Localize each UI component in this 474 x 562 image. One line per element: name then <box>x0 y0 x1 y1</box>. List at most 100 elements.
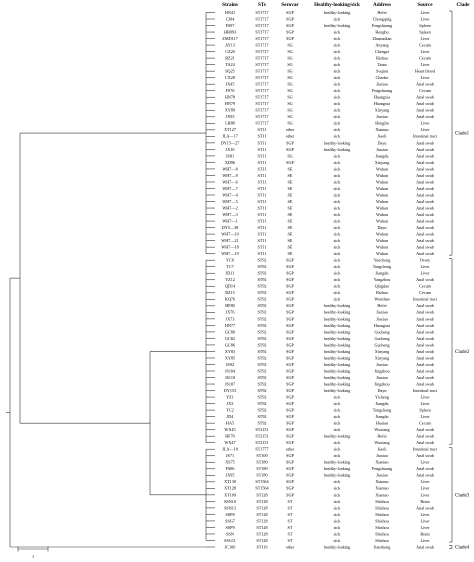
row-cell: ST92 <box>257 368 266 373</box>
row-cell: Liver <box>420 75 430 80</box>
table-row: WX45 ST2151 SGP sick Wuxiang Anal swab <box>224 427 433 432</box>
table-row: WH7—6 ST11 SE sick Wuhan Anal swab <box>222 179 434 184</box>
row-cell: ST92 <box>257 336 266 341</box>
row-cell: ST1564 <box>255 486 269 491</box>
row-cell: LB88 <box>225 121 235 126</box>
row-cell: SGP <box>286 388 294 393</box>
row-cell: ST92 <box>257 349 266 354</box>
row-cell: Anal swab <box>416 316 434 321</box>
row-cell: Xinyang <box>375 349 390 354</box>
table-row: XY83 ST92 SGP healthy-looking Xinyang Anal sw… <box>225 349 434 354</box>
row-cell: Anal swab <box>416 245 434 250</box>
row-cell: sick <box>334 492 342 497</box>
row-cell: Gucheng <box>374 329 390 334</box>
row-cell: Xinyang <box>375 108 390 113</box>
row-cell: healthy-looking <box>324 349 351 354</box>
row-cell: ST92 <box>257 342 266 347</box>
row-cell: sick <box>334 408 342 413</box>
row-cell: SE <box>288 166 293 171</box>
row-cell: Anal swab <box>416 303 434 308</box>
row-cell: Cecum <box>419 88 432 93</box>
row-cell: sick <box>334 499 342 504</box>
row-cell: WH7—18 <box>221 245 238 250</box>
row-cell: Anal swab <box>416 544 434 549</box>
row-cell: Anal swab <box>416 192 434 197</box>
row-cell: Qingdao <box>375 284 389 289</box>
row-cell: SGP <box>286 342 294 347</box>
row-cell: Wuhan <box>376 205 389 210</box>
row-cell: healthy-looking <box>324 434 351 439</box>
row-cell: Anal swab <box>416 381 434 386</box>
row-cell: Cecum <box>419 290 432 295</box>
row-cell: ST119 <box>256 544 267 549</box>
row-cell: sick <box>334 82 342 87</box>
row-cell: SE <box>288 218 293 223</box>
row-cell: ST1717 <box>255 75 268 80</box>
row-cell: SE <box>288 192 293 197</box>
row-cell: SGP <box>286 310 294 315</box>
row-cell: sick <box>334 42 342 47</box>
row-cell: sick <box>334 134 342 139</box>
row-cell: Jiaxiao <box>376 316 388 321</box>
row-cell: SGP <box>286 323 294 328</box>
row-cell: healthy-looking <box>324 362 351 367</box>
row-cell: ST92 <box>257 394 266 399</box>
row-cell: Anal swab <box>416 82 434 87</box>
row-cell: Anal swab <box>416 473 434 478</box>
row-cell: SG <box>287 62 292 67</box>
row-cell: sick <box>334 258 342 263</box>
row-cell: Liver <box>420 479 430 484</box>
row-cell: SSP9 <box>225 525 234 530</box>
row-cell: SE <box>288 199 293 204</box>
table-row: XS75 ST180 SGP healthy-looking Xiantao Liver <box>225 460 430 465</box>
row-cell: sick <box>334 179 342 184</box>
row-cell: ST92 <box>257 414 266 419</box>
row-cell: ST1777 <box>255 447 268 452</box>
table-row: TC7 ST92 SGP sick Tongcheng Liver <box>226 264 430 269</box>
row-cell: Jiaxiao <box>376 310 388 315</box>
row-cell: Cecum <box>419 284 432 289</box>
table-row: SSG7 ST128 ST sick Shishou Liver <box>225 518 430 523</box>
row-cell: Anal swab <box>416 101 434 106</box>
table-row: WH7—7 ST11 SE sick Wuhan Anal swab <box>222 186 434 191</box>
row-cell: WH7—5 <box>222 199 237 204</box>
row-cell: ST92 <box>257 284 266 289</box>
table-row: WH7—18 ST11 SE sick Wuhan Anal swab <box>221 245 434 250</box>
row-cell: ST11 <box>258 245 267 250</box>
row-cell: XT127 <box>224 127 236 132</box>
row-cell: other <box>286 134 295 139</box>
table-row: YZ12 ST92 SGP sick Yangzhou Anal swab <box>225 277 434 282</box>
row-cell: SG <box>287 49 292 54</box>
table-row: TC2 ST92 SGP sick Tongcheng Spleen <box>226 408 431 413</box>
row-cell: Spleen <box>419 29 431 34</box>
row-cell: WH7—9 <box>222 173 237 178</box>
table-row: XT130 ST1564 SGP sick Xiantao Liver <box>224 479 430 484</box>
row-cell: Anal swab <box>416 349 434 354</box>
row-cell: ST1717 <box>255 82 268 87</box>
table-row: RZ15 ST92 SGP sick Rizhao Cecum <box>225 290 431 295</box>
row-cell: SGP <box>286 440 294 445</box>
row-cell: sick <box>334 29 342 34</box>
row-cell: SGP <box>286 401 294 406</box>
table-row: JS107 ST92 SGP healthy-looking Jingzhou Anal … <box>225 381 434 386</box>
table-row: JS104 ST92 SGP healthy-looking Jingzhou Anal … <box>225 368 434 373</box>
row-cell: Dayu <box>377 388 387 393</box>
table-row: CJ04 ST1717 SGP sick Chongqing Liver <box>226 16 430 21</box>
row-cell: Liver <box>420 264 430 269</box>
row-cell: SE <box>288 225 293 230</box>
row-cell: SE <box>288 173 293 178</box>
row-cell: ST128 <box>256 512 267 517</box>
row-cell: Shishou <box>375 512 389 517</box>
row-cell: SG <box>287 56 292 61</box>
row-cell: Anal swab <box>416 238 434 243</box>
row-cell: Wuhan <box>376 186 389 191</box>
row-cell: Wuhan <box>376 251 389 256</box>
column-header-0: Strains <box>222 2 238 8</box>
row-cell: ST92 <box>257 323 266 328</box>
table-row: WH7—10 ST11 SE sick Wuhan Anal swab <box>221 232 434 237</box>
row-cell: Wenshan <box>374 297 390 302</box>
table-row: JX10 ST11 SGP healthy-looking Jiaxiao Anal sw… <box>226 147 434 152</box>
row-cell: WH7—1 <box>222 218 237 223</box>
row-cell: XY85 <box>225 355 235 360</box>
clade-label: Clade1 <box>455 132 470 137</box>
